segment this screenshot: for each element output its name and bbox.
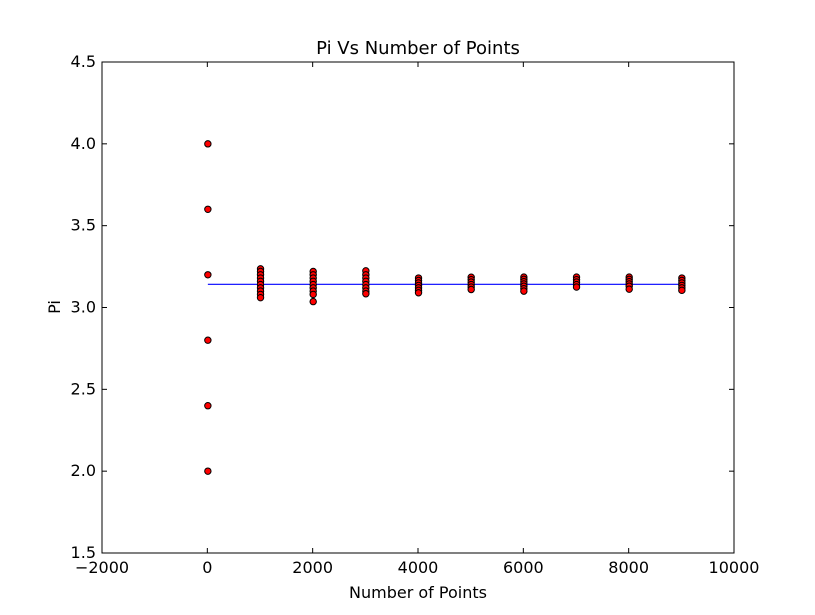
y-tick-label: 4.5 <box>71 52 96 71</box>
chart-marks <box>204 140 686 475</box>
axis-ticks: −2000 0 2000 4000 6000 8000 10000 1.5 2.0 2.5 3.0 3… <box>71 52 760 577</box>
scatter-point <box>678 286 686 295</box>
scatter-point <box>362 290 370 298</box>
y-tick-label: 1.5 <box>71 543 96 562</box>
x-axis-label: Number of Points <box>349 583 487 602</box>
x-tick-label: 8000 <box>608 558 649 577</box>
plot-frame <box>101 61 735 554</box>
x-tick-label: 2000 <box>292 558 333 577</box>
scatter-point <box>204 140 212 148</box>
scatter-point <box>309 290 317 299</box>
scatter-point <box>256 293 265 302</box>
scatter-point <box>467 285 475 294</box>
y-tick-label: 3.5 <box>71 216 96 235</box>
scatter-point <box>572 283 581 291</box>
x-tick-label: 6000 <box>503 558 544 577</box>
scatter-point <box>204 336 212 344</box>
x-tick-label: 4000 <box>398 558 439 577</box>
chart-title: Pi Vs Number of Points <box>316 38 520 59</box>
scatter-point <box>309 297 317 306</box>
scatter-point <box>204 271 212 279</box>
y-tick-label: 4.0 <box>71 134 96 153</box>
x-tick-label: 10000 <box>709 558 760 577</box>
y-tick-label: 3.0 <box>71 298 96 317</box>
y-tick-label: 2.5 <box>71 379 96 398</box>
y-axis-label: Pi <box>45 300 64 314</box>
scatter-point <box>414 289 423 297</box>
scatter-point <box>204 402 212 410</box>
scatter-point <box>204 467 212 475</box>
x-tick-label: 0 <box>202 558 212 577</box>
scatter-point <box>204 205 212 214</box>
y-tick-label: 2.0 <box>71 461 96 480</box>
scatter-point <box>520 287 528 295</box>
scatter-point <box>625 285 633 293</box>
x-tick-label: −2000 <box>75 558 129 577</box>
